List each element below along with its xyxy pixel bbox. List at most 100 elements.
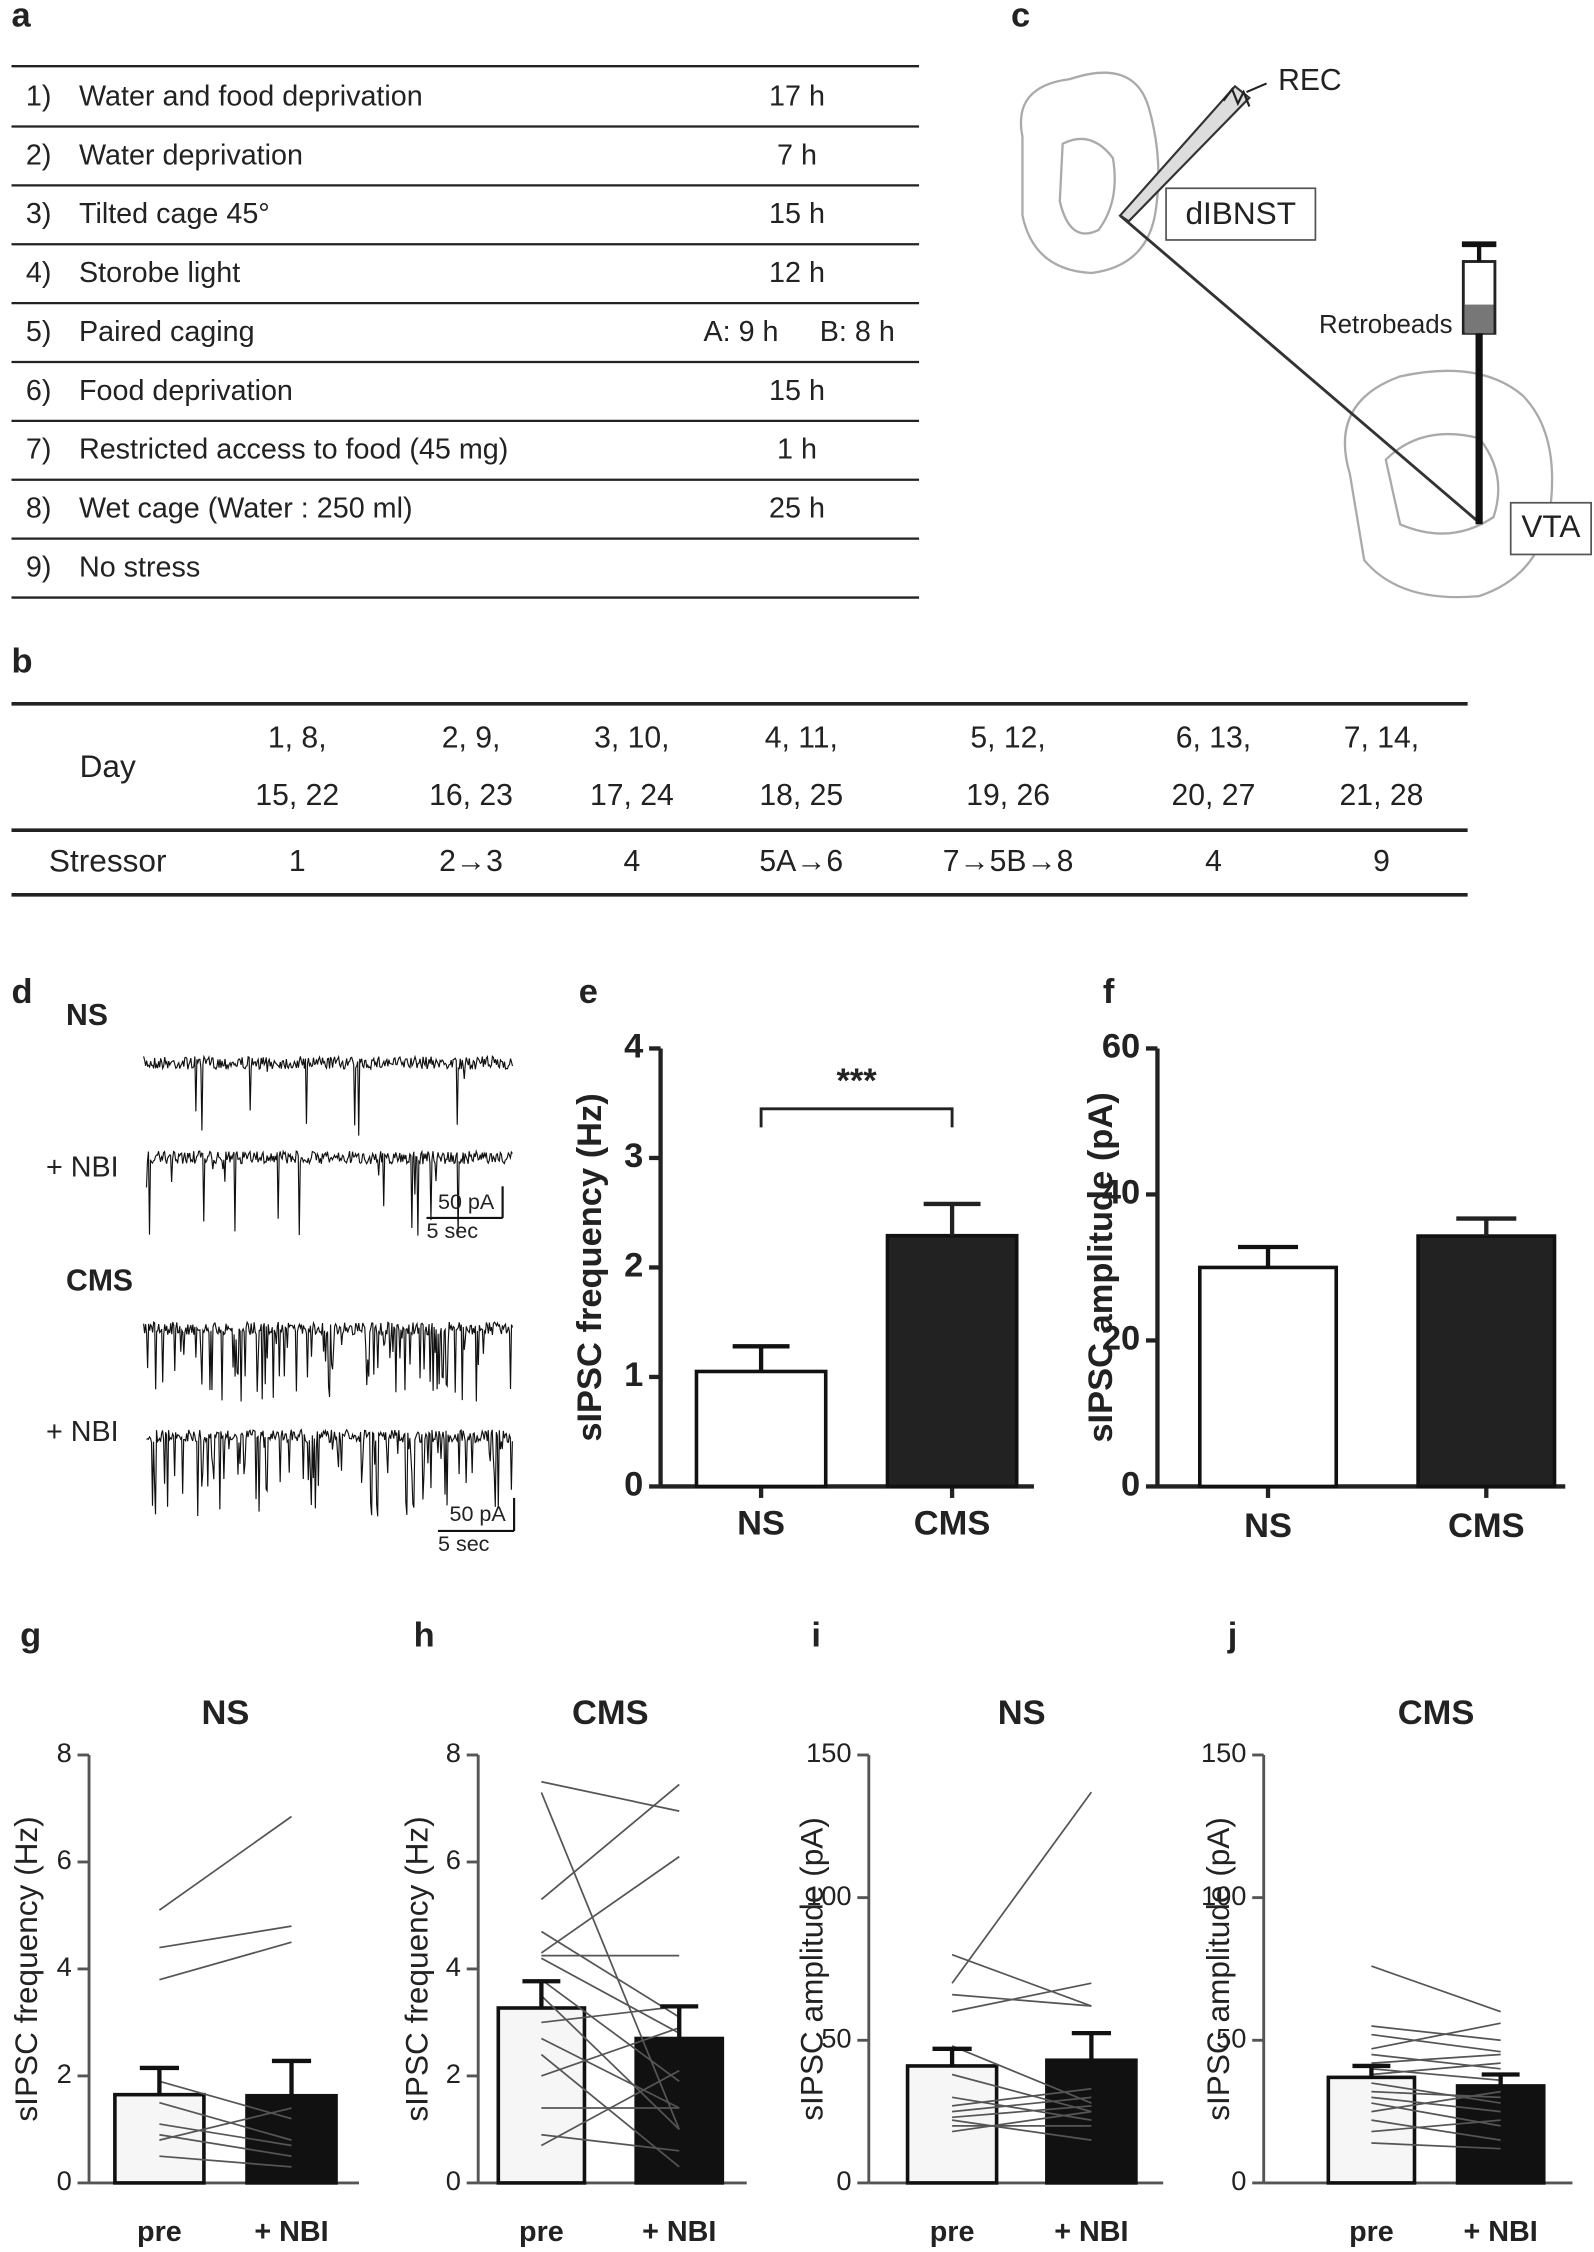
y-tick-label: 3 xyxy=(624,1137,643,1175)
duration: 12 h xyxy=(769,257,825,289)
paired-line xyxy=(540,1978,680,2082)
paired-line xyxy=(951,2096,1092,2122)
paired-line xyxy=(540,2037,680,2109)
row-number: 2) xyxy=(26,139,52,171)
y-tick-label: 0 xyxy=(836,2165,851,2196)
row-number: 1) xyxy=(26,80,52,112)
day-cell: 18, 25 xyxy=(759,779,843,812)
row-number: 5) xyxy=(26,316,52,348)
group-label: NS xyxy=(66,999,108,1032)
stressor-name: Tilted cage 45° xyxy=(79,198,270,230)
day-cell: 4, 11, xyxy=(765,722,838,755)
y-axis-label: sIPSC frequency (Hz) xyxy=(8,1816,44,2121)
y-axis-label: sIPSC amplitude (pA) xyxy=(1082,1092,1120,1442)
scale-time: 5 sec xyxy=(427,1219,479,1243)
row-number: 8) xyxy=(26,493,52,525)
duration: 1 h xyxy=(777,434,817,466)
paired-line xyxy=(1371,2033,1501,2053)
paired-line xyxy=(159,2155,292,2168)
trace xyxy=(145,1149,513,1237)
brain-structure xyxy=(1058,137,1116,235)
y-tick-label: 20 xyxy=(1102,1320,1140,1358)
x-tick-label: CMS xyxy=(1448,1507,1525,1545)
stressor-cell: 4 xyxy=(1205,845,1222,878)
row-header: Day xyxy=(80,748,136,784)
significance-bracket xyxy=(759,1107,954,1128)
stressor-name: No stress xyxy=(79,551,200,583)
paired-line xyxy=(1371,2053,1501,2064)
paired-line xyxy=(951,2110,1092,2133)
paired-line xyxy=(1371,2090,1501,2113)
y-tick-label: 6 xyxy=(446,1844,461,1875)
bar xyxy=(1455,2084,1546,2185)
trace xyxy=(143,1320,514,1402)
paired-line xyxy=(1371,1965,1501,2013)
paired-line xyxy=(540,1957,680,2034)
x-tick-label: CMS xyxy=(914,1504,991,1542)
paired-line xyxy=(1371,2082,1501,2104)
paired-line xyxy=(1371,2096,1501,2113)
day-cell: 3, 10, xyxy=(594,722,669,755)
projection-line xyxy=(1119,214,1478,522)
y-tick-label: 4 xyxy=(446,1951,461,1982)
paired-line xyxy=(541,1780,680,1812)
day-cell: 2, 9, xyxy=(442,722,501,755)
paired-line xyxy=(159,2133,292,2158)
day-cell: 19, 26 xyxy=(966,779,1050,812)
stressor-name: Paired caging xyxy=(79,316,255,348)
paired-line xyxy=(1371,2053,1501,2070)
paired-line xyxy=(1371,2090,1501,2099)
x-tick-label: pre xyxy=(930,2216,975,2248)
brain-structure xyxy=(1384,432,1500,535)
region-box xyxy=(1165,187,1317,241)
y-tick-label: 2 xyxy=(446,2058,461,2089)
day-cell: 21, 28 xyxy=(1340,779,1424,812)
paired-line xyxy=(951,1982,1092,2013)
paired-line xyxy=(540,1995,680,2131)
stressor-name: Water deprivation xyxy=(79,139,303,171)
x-tick-label: + NBI xyxy=(254,2216,328,2248)
bar xyxy=(1326,2075,1417,2185)
duration: B: 8 h xyxy=(820,316,895,348)
scale-time: 5 sec xyxy=(438,1532,490,1556)
stressor-cell: 2→3 xyxy=(439,845,503,878)
paired-line xyxy=(541,2133,680,2152)
duration: 25 h xyxy=(769,493,825,525)
paired-line xyxy=(540,1783,680,1901)
treatment-label: + NBI xyxy=(46,1416,119,1448)
day-cell: 1, 8, xyxy=(268,722,327,755)
panel-label: h xyxy=(414,1616,435,1654)
stressor-cell: 9 xyxy=(1373,845,1390,878)
paired-line xyxy=(159,2107,292,2141)
paired-line xyxy=(1371,2119,1501,2141)
brain-section xyxy=(1019,71,1160,275)
paired-line xyxy=(1371,2142,1501,2150)
day-cell: 7, 14, xyxy=(1344,722,1419,755)
row-number: 4) xyxy=(26,257,52,289)
x-tick-label: pre xyxy=(137,2216,182,2248)
stressor-name: Wet cage (Water : 250 ml) xyxy=(79,493,413,525)
panel-label: g xyxy=(20,1616,41,1654)
bar xyxy=(1198,1265,1339,1489)
panel-label: j xyxy=(1227,1616,1238,1654)
syringe-fill xyxy=(1464,304,1494,334)
row-number: 3) xyxy=(26,198,52,230)
paired-line xyxy=(540,1855,680,1954)
tracer-label: Retrobeads xyxy=(1319,311,1453,339)
x-tick-label: NS xyxy=(1244,1507,1292,1545)
y-tick-label: 2 xyxy=(624,1247,643,1285)
bar xyxy=(634,2036,725,2185)
scale-amplitude: 50 pA xyxy=(449,1502,506,1526)
y-tick-label: 0 xyxy=(624,1466,643,1504)
day-cell: 15, 22 xyxy=(255,779,339,812)
y-tick-label: 0 xyxy=(1121,1466,1140,1504)
y-tick-label: 2 xyxy=(57,2058,72,2089)
paired-line xyxy=(541,2005,680,2024)
region-label: dIBNST xyxy=(1185,195,1296,231)
y-tick-label: 150 xyxy=(1201,1737,1247,1768)
y-tick-label: 4 xyxy=(624,1028,643,1066)
y-tick-label: 150 xyxy=(806,1737,852,1768)
day-cell: 17, 24 xyxy=(590,779,674,812)
paired-line xyxy=(159,1941,292,1981)
bar xyxy=(1416,1234,1557,1489)
